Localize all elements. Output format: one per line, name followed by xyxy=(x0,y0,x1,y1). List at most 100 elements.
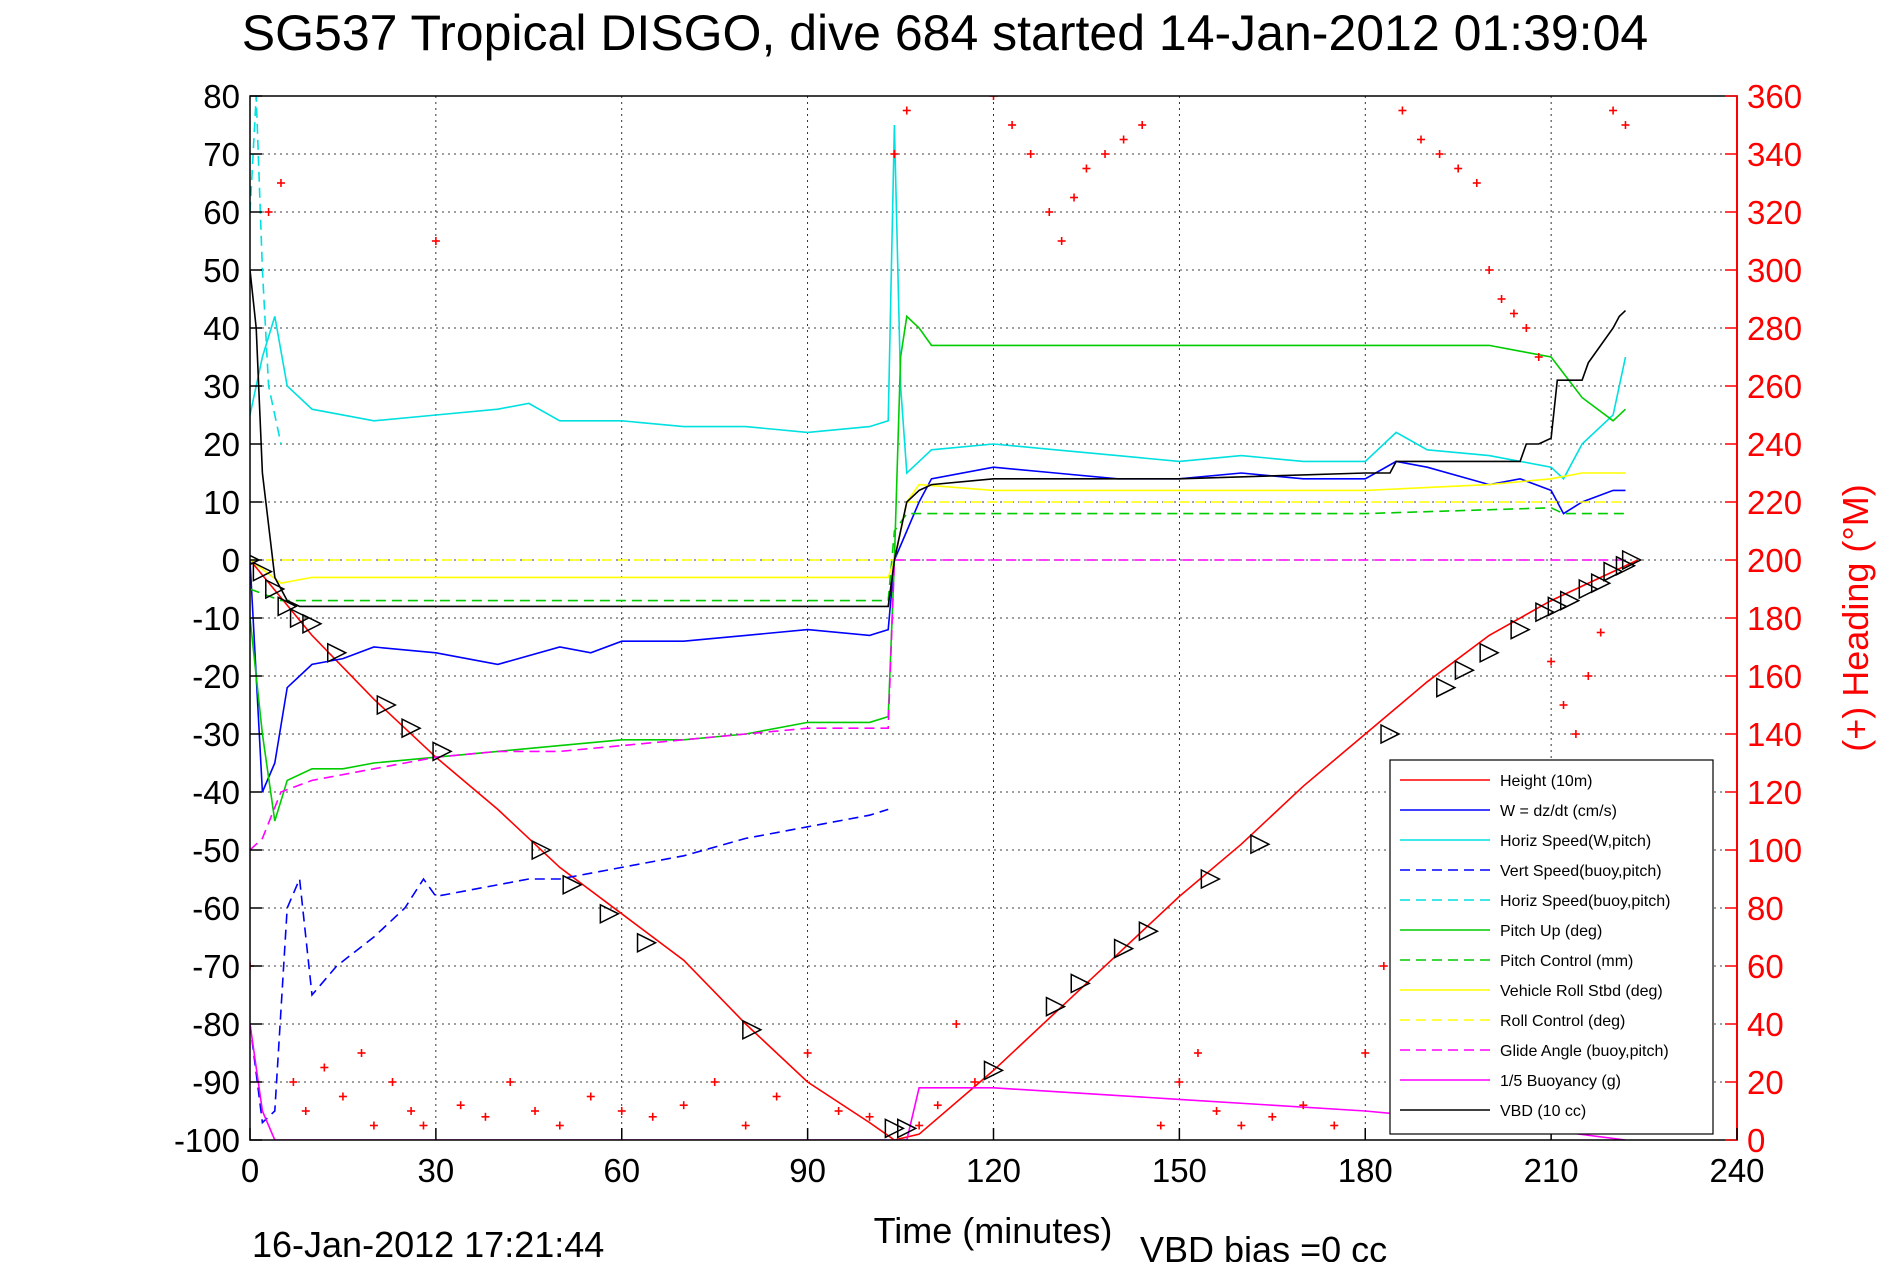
heading-point xyxy=(865,1112,874,1121)
heading-point xyxy=(419,1121,428,1130)
y-tick-label: -70 xyxy=(192,948,240,985)
heading-point xyxy=(407,1107,416,1115)
y-right-tick-label: 160 xyxy=(1747,658,1802,695)
series-line xyxy=(250,124,1627,481)
heading-point xyxy=(506,1078,515,1086)
y-right-tick-label: 300 xyxy=(1747,252,1802,289)
y-tick-label: 10 xyxy=(203,484,240,521)
dive-marker xyxy=(599,903,621,925)
heading-point xyxy=(1361,1049,1370,1057)
heading-point xyxy=(1156,1121,1165,1130)
heading-point xyxy=(531,1107,540,1115)
heading-point xyxy=(1454,164,1463,173)
series-line xyxy=(250,460,1626,793)
y-tick-label: 50 xyxy=(203,252,240,289)
y-tick-label: -90 xyxy=(192,1064,240,1101)
heading-point xyxy=(1070,193,1079,202)
heading-point xyxy=(1101,150,1110,158)
series-line xyxy=(250,501,1626,561)
heading-point xyxy=(1509,309,1518,318)
series-line xyxy=(250,269,1627,608)
footer-date: 16-Jan-2012 17:21:44 xyxy=(252,1224,604,1262)
x-tick-label: 0 xyxy=(241,1152,259,1189)
y-right-tick-label: 0 xyxy=(1747,1122,1765,1159)
y-tick-label: 70 xyxy=(203,136,240,173)
y-right-tick-label: 140 xyxy=(1747,716,1802,753)
footer-vbd-bias: VBD bias =0 cc xyxy=(1140,1229,1387,1262)
y-tick-label: -50 xyxy=(192,832,240,869)
heading-point xyxy=(1138,121,1147,129)
dive-marker xyxy=(1603,561,1624,582)
x-tick-label: 180 xyxy=(1338,1152,1393,1189)
legend: Height (10m) W = dz/dt (cm/s) Horiz Speed(… xyxy=(1389,759,1714,1135)
heading-point xyxy=(803,1049,812,1057)
heading-point xyxy=(741,1121,750,1130)
heading-markers xyxy=(250,96,1630,1130)
heading-point xyxy=(1026,150,1035,158)
y-right-tick-label: 100 xyxy=(1747,832,1802,869)
legend-label: Roll Control (deg) xyxy=(1500,1013,1625,1030)
heading-point xyxy=(276,179,285,187)
dive-marker xyxy=(376,694,397,716)
heading-point xyxy=(834,1107,843,1115)
y-axis-right: 3603403203002802602402202001801601401201… xyxy=(1725,78,1802,1159)
heading-point xyxy=(1559,701,1568,709)
dive-marker xyxy=(1535,601,1556,623)
dive-marker xyxy=(302,613,323,635)
dive-marker xyxy=(1615,555,1637,577)
heading-point xyxy=(1330,1121,1339,1130)
x-tick-label: 150 xyxy=(1152,1152,1207,1189)
legend-label: Pitch Up (deg) xyxy=(1500,923,1602,940)
legend-label: Horiz Speed(W,pitch) xyxy=(1500,833,1651,850)
y-tick-label: 0 xyxy=(222,542,240,579)
dive-marker xyxy=(289,607,311,629)
heading-point xyxy=(1596,628,1605,637)
dive-marker xyxy=(1479,642,1500,664)
legend-box xyxy=(1389,759,1714,1135)
dive-marker xyxy=(265,578,286,600)
dive-marker xyxy=(1547,596,1568,617)
chart-title: SG537 Tropical DISGO, dive 684 started 1… xyxy=(242,5,1648,61)
legend-label: 1/5 Buoyancy (g) xyxy=(1500,1073,1621,1090)
x-axis-label: Time (minutes) xyxy=(874,1210,1113,1251)
y-right-tick-label: 320 xyxy=(1747,194,1802,231)
heading-point xyxy=(289,1078,298,1086)
x-tick-label: 240 xyxy=(1709,1152,1764,1189)
heading-point xyxy=(1417,135,1426,144)
y-axis-right-label: (+) Heading (°M) xyxy=(1835,484,1876,751)
heading-point xyxy=(456,1101,465,1110)
dive-marker xyxy=(562,874,583,896)
legend-label: Height (10m) xyxy=(1500,773,1592,790)
y-right-tick-label: 80 xyxy=(1747,890,1784,927)
series-line xyxy=(250,506,1626,602)
heading-point xyxy=(1193,1049,1202,1057)
heading-point xyxy=(1584,672,1593,680)
dive-marker xyxy=(742,1019,763,1041)
heading-point xyxy=(1485,266,1494,274)
dive-marker xyxy=(1578,578,1599,600)
legend-label: Vehicle Roll Stbd (deg) xyxy=(1500,983,1663,1000)
heading-point xyxy=(369,1121,378,1130)
y-right-tick-label: 260 xyxy=(1747,368,1802,405)
series-line xyxy=(250,96,282,445)
y-right-tick-label: 240 xyxy=(1747,426,1802,463)
y-tick-label: -30 xyxy=(192,716,240,753)
heading-point xyxy=(586,1092,595,1101)
dive-marker xyxy=(326,642,348,664)
y-tick-label: 40 xyxy=(203,310,240,347)
y-axis-left: 80 70 60 50 40 30 20 10 0 -10 -20 -30 -40 -50 -60 -70 -8… xyxy=(174,78,262,1159)
dive-marker xyxy=(1590,572,1612,594)
dive-marker xyxy=(432,741,453,762)
heading-point xyxy=(1534,353,1543,361)
dive-marker xyxy=(1070,973,1091,994)
x-axis: 0 30 60 90 120 150 180 210 240 xyxy=(241,1128,1765,1189)
heading-point xyxy=(1299,1101,1308,1110)
heading-point xyxy=(1379,962,1388,970)
y-tick-label: -10 xyxy=(192,600,240,637)
y-right-tick-label: 40 xyxy=(1747,1006,1784,1043)
heading-point xyxy=(1268,1112,1277,1121)
y-tick-label: 20 xyxy=(203,426,240,463)
heading-point xyxy=(1435,150,1444,158)
y-right-tick-label: 220 xyxy=(1747,484,1802,521)
heading-point xyxy=(772,1092,781,1101)
